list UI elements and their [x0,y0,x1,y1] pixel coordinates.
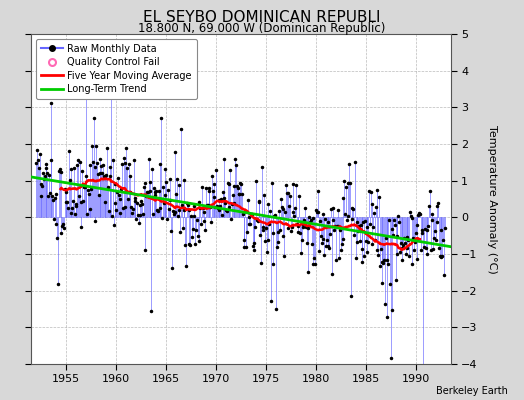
Y-axis label: Temperature Anomaly (°C): Temperature Anomaly (°C) [487,125,497,273]
Legend: Raw Monthly Data, Quality Control Fail, Five Year Moving Average, Long-Term Tren: Raw Monthly Data, Quality Control Fail, … [36,39,197,99]
Text: EL SEYBO DOMINICAN REPUBLI: EL SEYBO DOMINICAN REPUBLI [143,10,381,25]
Text: 18.800 N, 69.000 W (Dominican Republic): 18.800 N, 69.000 W (Dominican Republic) [138,22,386,35]
Text: Berkeley Earth: Berkeley Earth [436,386,508,396]
